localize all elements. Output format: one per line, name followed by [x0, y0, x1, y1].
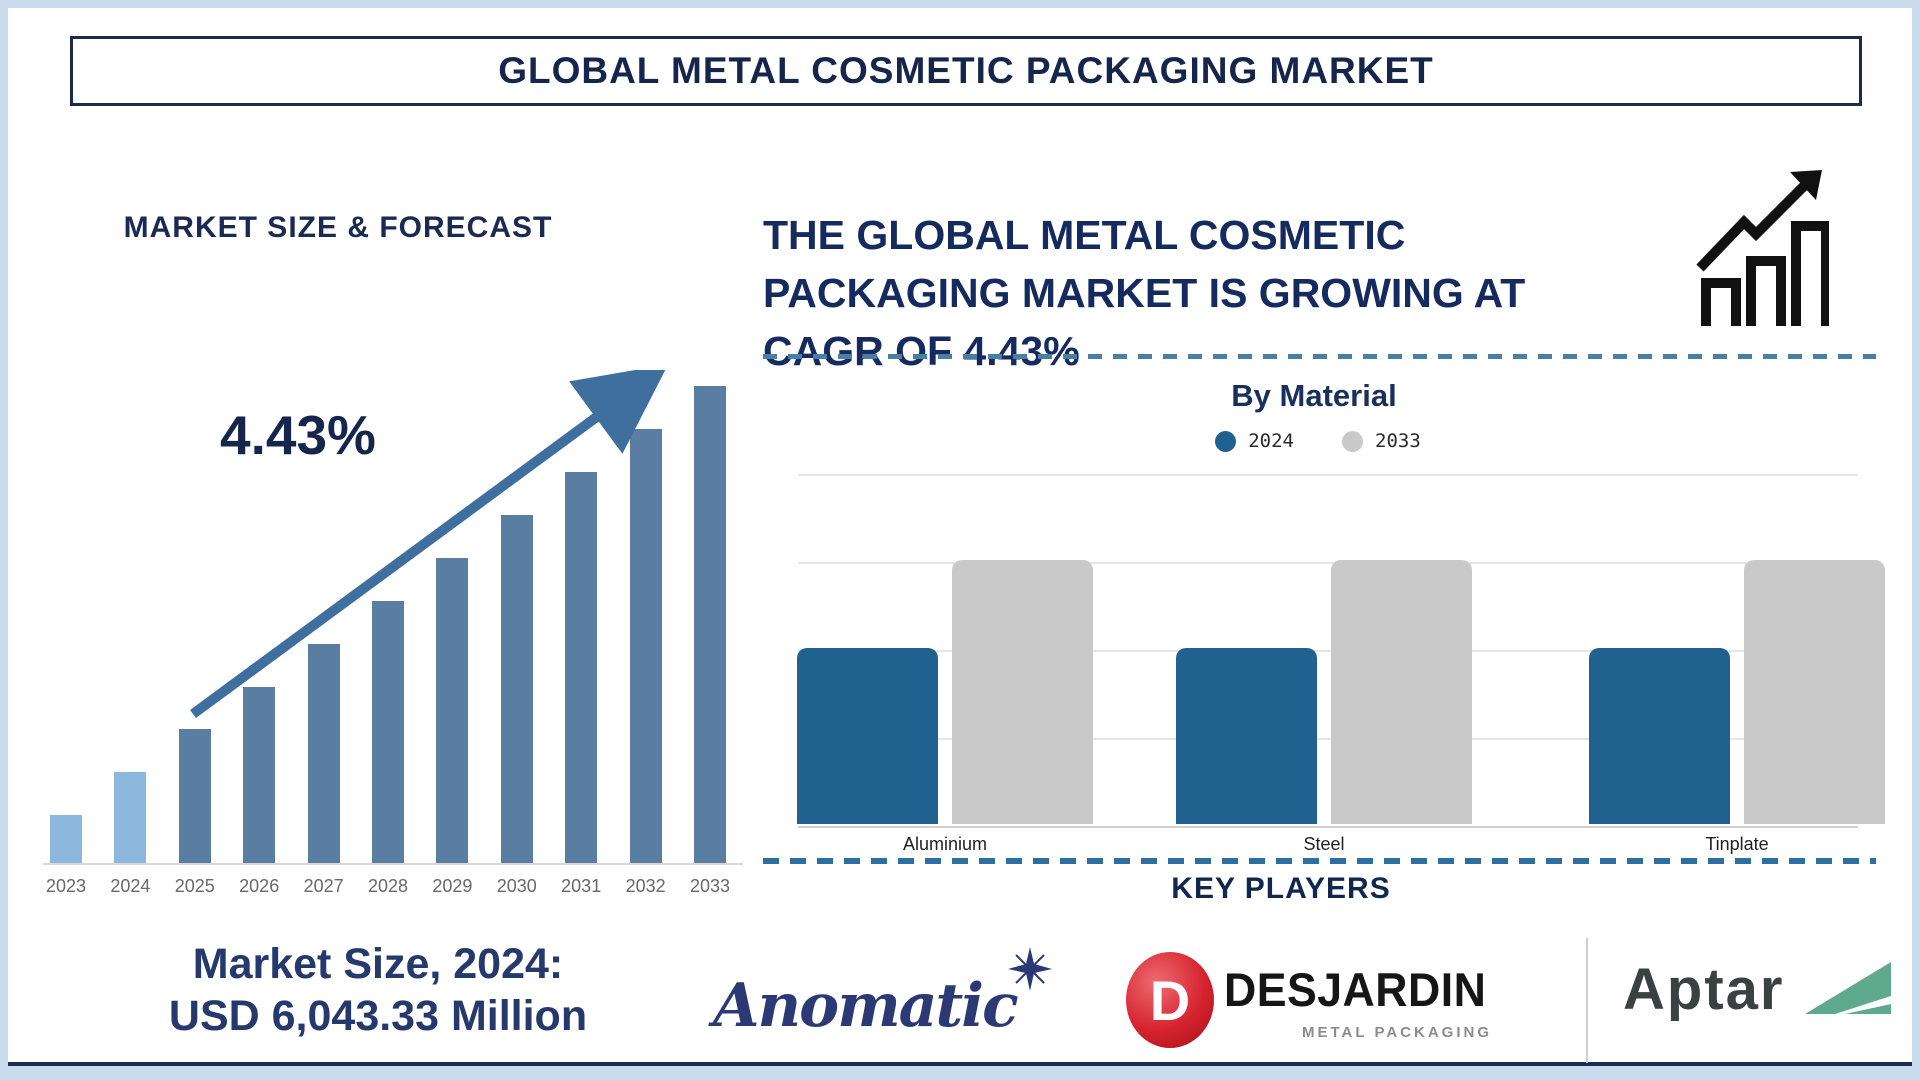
growth-headline-line3: CAGR OF 4.43% — [763, 328, 1080, 375]
forecast-bar-chart: 2023 2024 2025 2026 2027 2028 2029 2030 2031 2032… — [43, 376, 743, 896]
desjardin-monogram: D — [1149, 968, 1191, 1032]
material-category-label-tinplate: Tinplate — [1705, 834, 1769, 854]
forecast-year-label-2027: 2027 — [303, 876, 344, 896]
forecast-bar-2033 — [694, 386, 726, 863]
material-legend: 2024 2033 — [1058, 430, 1578, 452]
anomatic-star-icon — [1008, 947, 1052, 991]
anomatic-logo: Anomatic — [703, 947, 1083, 1058]
anomatic-logo-text: Anomatic — [713, 971, 1019, 1041]
forecast-year-label-2029: 2029 — [432, 876, 473, 896]
material-bar-aluminium-2024 — [797, 648, 938, 824]
material-bar-chart: Aluminium Steel Tinplate — [797, 474, 1885, 854]
legend-label-2024: 2024 — [1248, 430, 1294, 452]
forecast-year-label-2030: 2030 — [496, 876, 537, 896]
legend-label-2033: 2033 — [1375, 430, 1421, 452]
growth-headline-line2: PACKAGING MARKET IS GROWING AT — [763, 270, 1526, 317]
market-size-line2: USD 6,043.33 Million — [168, 992, 588, 1041]
dashed-divider-top — [763, 354, 1876, 359]
forecast-year-label-2032: 2032 — [625, 876, 666, 896]
material-bar-aluminium-2033 — [952, 560, 1093, 824]
aptar-logo: Aptar — [1623, 948, 1913, 1048]
logo-divider-line — [1586, 938, 1588, 1063]
market-size-forecast-heading: MARKET SIZE & FORECAST — [123, 211, 553, 244]
cagr-value-label: 4.43% — [220, 404, 376, 466]
trend-arrow-icon — [190, 370, 668, 719]
content-area: GLOBAL METAL COSMETIC PACKAGING MARKET M… — [8, 8, 1912, 1066]
forecast-bar-2030 — [500, 515, 533, 863]
desjardin-logo-subtitle: METAL PACKAGING — [1302, 1024, 1492, 1041]
forecast-bar-2029 — [436, 558, 469, 863]
material-category-label-aluminium: Aluminium — [902, 834, 988, 854]
growth-headline: THE GLOBAL METAL COSMETIC PACKAGING MARK… — [763, 206, 1693, 381]
legend-item-2033: 2033 — [1342, 430, 1421, 452]
by-material-title: By Material — [1231, 378, 1397, 413]
forecast-bar-2024 — [114, 772, 147, 863]
forecast-year-label-2031: 2031 — [561, 876, 602, 896]
forecast-bar-2025 — [178, 729, 211, 863]
forecast-bar-2031 — [565, 472, 598, 863]
aptar-triangle-icon — [1805, 962, 1891, 1014]
key-players-heading: KEY PLAYERS — [1171, 872, 1391, 905]
title-box: GLOBAL METAL COSMETIC PACKAGING MARKET — [70, 36, 1862, 106]
forecast-year-label-2028: 2028 — [367, 876, 409, 896]
market-size-line1: Market Size, 2024: — [192, 940, 564, 988]
material-bar-tinplate-2024 — [1589, 648, 1730, 824]
forecast-axis-line — [43, 863, 743, 865]
forecast-bar-2023 — [50, 815, 82, 863]
forecast-year-label-2023: 2023 — [45, 876, 87, 896]
market-size-callout: Market Size, 2024: USD 6,043.33 Million — [53, 938, 703, 1043]
material-chart-baseline — [798, 826, 1858, 828]
forecast-bar-2032 — [629, 429, 662, 863]
material-bar-steel-2024 — [1176, 648, 1317, 824]
legend-dot-2033 — [1342, 430, 1363, 452]
forecast-year-label-2033: 2033 — [689, 876, 731, 896]
forecast-bar-2027 — [307, 644, 340, 863]
dashed-divider-bottom — [763, 858, 1876, 864]
aptar-logo-text: Aptar — [1623, 957, 1785, 1022]
growth-chart-icon — [1696, 170, 1829, 326]
material-category-label-steel: Steel — [1303, 834, 1345, 854]
desjardin-globe-icon: D — [1126, 952, 1214, 1048]
forecast-bar-2026 — [243, 687, 276, 863]
material-chart-gridline — [798, 738, 1858, 740]
forecast-year-label-2025: 2025 — [174, 876, 215, 896]
forecast-year-label-2024: 2024 — [110, 876, 151, 896]
material-chart-gridline — [798, 562, 1858, 564]
page-title: GLOBAL METAL COSMETIC PACKAGING MARKET — [498, 50, 1434, 91]
legend-dot-2024 — [1215, 430, 1237, 452]
desjardin-logo: D DESJARDIN METAL PACKAGING — [1120, 950, 1490, 1065]
desjardin-logo-text: DESJARDIN — [1224, 963, 1487, 1016]
material-bar-tinplate-2033 — [1744, 560, 1885, 824]
material-bar-steel-2033 — [1331, 560, 1472, 824]
material-chart-gridline — [798, 474, 1858, 476]
growth-headline-line1: THE GLOBAL METAL COSMETIC — [763, 212, 1406, 258]
forecast-bar-2028 — [372, 601, 404, 863]
material-chart-gridline — [798, 650, 1858, 652]
forecast-year-label-2026: 2026 — [239, 876, 280, 896]
legend-item-2024: 2024 — [1215, 430, 1294, 452]
